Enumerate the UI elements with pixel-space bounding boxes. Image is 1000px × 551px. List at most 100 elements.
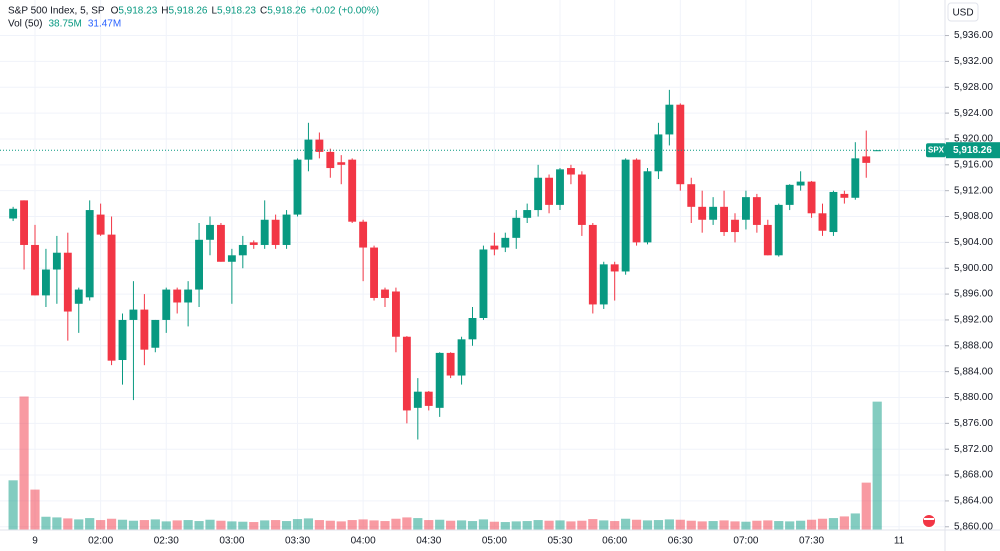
volume-bar — [708, 521, 718, 530]
candle-body — [742, 197, 750, 220]
last-price-tag-bg — [926, 143, 946, 158]
currency[interactable]: USD — [952, 8, 973, 19]
volume-bar — [489, 521, 499, 530]
volume-bar — [741, 521, 751, 530]
change: +0.02 (+0.00%) — [310, 6, 379, 17]
volume-bar — [478, 519, 489, 530]
volume-bar — [227, 521, 237, 530]
candle-body — [282, 214, 291, 245]
candle-body — [424, 391, 433, 406]
volume-bar — [697, 521, 707, 530]
x-tick-label: 02:30 — [154, 536, 179, 547]
candle-body — [698, 206, 707, 220]
candle-body — [763, 224, 772, 256]
candle-body — [807, 181, 816, 214]
volume-bar — [511, 521, 521, 530]
candle-body — [873, 150, 882, 152]
volume-bar — [828, 518, 839, 530]
volume-bar — [128, 520, 139, 530]
candle-body — [654, 134, 663, 172]
volume-bar — [839, 516, 849, 530]
x-tick-label: 03:00 — [219, 536, 244, 547]
candle-body — [249, 242, 258, 245]
candle-body — [490, 245, 499, 250]
candle-body — [162, 289, 171, 320]
volume-bar — [369, 520, 379, 530]
volume-bar — [19, 396, 29, 530]
candle-body — [96, 214, 105, 235]
candle-body — [501, 237, 510, 248]
volume-bar — [730, 521, 740, 530]
volume-bar — [664, 519, 674, 530]
volume-bar — [500, 522, 510, 530]
candle-body — [348, 159, 357, 222]
candle-body — [271, 219, 280, 245]
volume-bar — [752, 520, 762, 530]
volume-bar — [642, 520, 653, 530]
candle-body — [31, 244, 39, 296]
y-tick-label: 5,880.00 — [954, 392, 993, 403]
candle-body — [42, 269, 50, 296]
candle-body — [118, 319, 127, 361]
candle-body — [479, 249, 488, 318]
x-tick-label: 06:00 — [602, 536, 627, 547]
volume-bar — [281, 521, 292, 530]
volume-bar — [675, 519, 685, 530]
volume-bar — [653, 520, 664, 530]
volume-bar — [271, 520, 281, 530]
volume-bar — [347, 520, 357, 530]
candle-body — [315, 139, 324, 152]
volume-bar — [63, 518, 73, 530]
candle-body — [217, 224, 225, 262]
candle-body — [359, 221, 368, 248]
candle-body — [107, 234, 116, 361]
y-tick-label: 5,884.00 — [954, 366, 993, 377]
candle-body — [752, 197, 761, 225]
ohlc-value: 5,918.23 — [217, 6, 256, 17]
candle-body — [195, 239, 203, 290]
volume-pane — [8, 396, 882, 530]
ohlc-value: 5,918.23 — [118, 6, 157, 17]
candle-body — [326, 151, 335, 169]
volume-bar — [117, 519, 128, 530]
volume-bar — [763, 520, 773, 530]
candle-body — [468, 318, 477, 340]
y-tick-label: 5,860.00 — [954, 521, 993, 532]
y-tick-label: 5,908.00 — [954, 211, 993, 222]
y-tick-label: 5,928.00 — [954, 82, 993, 93]
volume-bar — [8, 480, 18, 530]
candle-body — [851, 158, 860, 198]
volume-bar — [806, 519, 817, 530]
volume-bar — [686, 520, 696, 530]
candle-body — [74, 289, 83, 304]
x-tick-label: 07:30 — [799, 536, 824, 547]
event-icon[interactable] — [921, 513, 937, 529]
volume-bar — [96, 520, 106, 530]
candle-body — [129, 309, 138, 320]
y-tick-label: 5,924.00 — [954, 108, 993, 119]
candle-body — [556, 169, 564, 205]
candle-body — [63, 252, 72, 312]
currency-button[interactable] — [947, 2, 979, 22]
volume-bar — [817, 518, 828, 530]
volume-bar — [610, 521, 620, 530]
x-tick-label: 05:30 — [547, 536, 572, 547]
x-tick-label: 04:00 — [351, 536, 376, 547]
last-price-symbol: SPX — [928, 145, 945, 154]
volume-bar — [249, 522, 259, 530]
x-tick-label: 07:00 — [733, 536, 758, 547]
volume-bar — [150, 519, 160, 530]
x-tick-label: 9 — [32, 536, 38, 547]
candle-body — [446, 352, 455, 376]
ohlc-value: 5,918.26 — [169, 6, 208, 17]
volume-bar — [216, 520, 226, 530]
candle-body — [687, 184, 696, 207]
candle-body — [534, 177, 543, 211]
candle-body — [523, 210, 532, 218]
volume-bar — [172, 520, 182, 530]
candle-body — [413, 391, 422, 408]
candle-body — [52, 252, 61, 270]
y-tick-label: 5,872.00 — [954, 444, 993, 455]
